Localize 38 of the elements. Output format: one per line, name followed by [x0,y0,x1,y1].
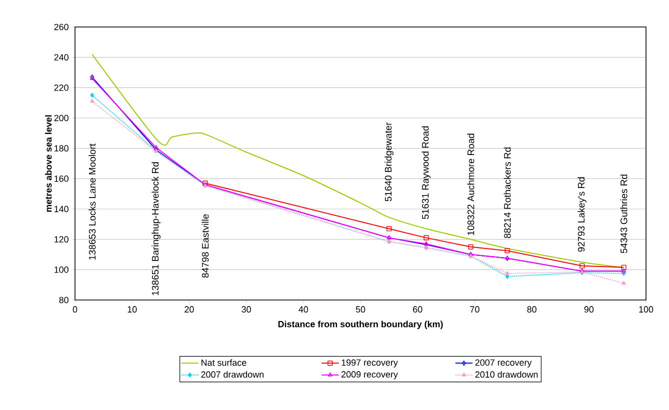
legend-label: 1997 recovery [342,359,398,368]
annotation: 138653 Locks Lane Moolort [88,144,96,260]
legend-label: 2007 recovery [475,359,532,368]
y-tick-label: 260 [54,24,68,30]
x-tick-label: 90 [584,306,594,313]
x-tick-label: 40 [298,306,308,313]
x-tick-label: 80 [527,306,536,313]
annotation: 88214 Rothackers Rd [504,148,511,238]
annotation: 51631 Raywood Road [422,126,431,219]
y-tick-label: 200 [54,114,68,122]
annotation: 108322 Auchmore Road [467,134,474,236]
x-tick-label: 10 [128,306,137,313]
legend-label: 2010 drawdown [475,371,538,378]
x-tick-label: 70 [470,306,480,313]
y-tick-label: 180 [54,145,68,152]
x-tick-label: 50 [356,306,366,313]
y-tick-label: 100 [54,266,68,273]
annotation: 92793 Lakey's Rd [578,177,586,252]
x-axis-title: Distance from southern boundary (km) [278,320,443,330]
y-tick-label: 140 [54,206,68,212]
annotation: 84798 Eastville [202,214,209,278]
legend-label: 2007 drawdown [201,371,264,378]
annotation: 51640 Bridgewater [384,122,394,202]
x-tick-label: 60 [413,306,422,313]
x-tick-label: 100 [639,306,654,313]
y-tick-label: 160 [54,175,68,182]
annotation: 54343 Guthries Rd [620,174,628,254]
y-tick-label: 80 [59,296,68,304]
legend-label: 2009 recovery [342,371,398,380]
x-tick-label: 0 [72,306,78,313]
x-tick-label: 20 [184,306,194,313]
y-tick-label: 120 [54,236,68,243]
y-tick-label: 240 [54,54,68,61]
legend-label: Nat surface [202,359,246,366]
x-tick-label: 30 [242,306,251,313]
annotation: 138651 Baringhup-Havelock Rd [152,162,161,296]
y-tick-label: 220 [54,84,68,91]
y-axis-title: metres above sea level [45,115,52,212]
